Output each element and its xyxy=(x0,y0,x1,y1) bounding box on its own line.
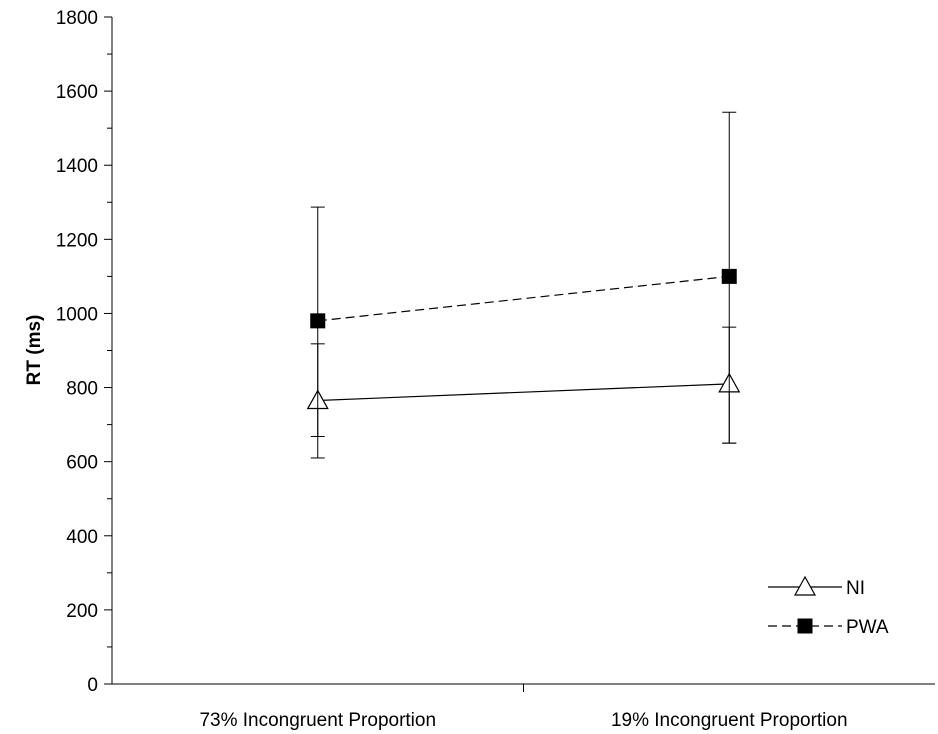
y-ticks: 0 200 400 600 800 1000 1200 1400 1600 1800 xyxy=(56,8,112,696)
x-ticks: 73% Incongruent Proportion 19% Incongruen… xyxy=(199,684,848,731)
y-tick-label: 200 xyxy=(66,601,98,622)
y-tick-label: 1800 xyxy=(56,8,98,29)
y-axis: 0 200 400 600 800 1000 1200 1400 1600 1800 xyxy=(56,8,113,696)
x-axis: 73% Incongruent Proportion 19% Incongruen… xyxy=(112,683,935,731)
x-category-label: 73% Incongruent Proportion xyxy=(199,710,436,731)
y-tick-label: 1200 xyxy=(56,230,98,251)
legend: NI PWA xyxy=(768,575,889,638)
plot-area xyxy=(306,111,741,459)
legend-item-ni: NI xyxy=(768,575,865,599)
y-axis-title: RT (ms) xyxy=(24,315,45,386)
square-marker xyxy=(721,268,737,284)
series-line xyxy=(317,275,730,322)
x-category-label: 19% Incongruent Proportion xyxy=(611,710,848,731)
legend-label: PWA xyxy=(846,617,889,638)
square-marker xyxy=(310,313,326,329)
y-tick-label: 1400 xyxy=(56,156,98,177)
y-tick-label: 1000 xyxy=(56,304,98,325)
legend-label: NI xyxy=(846,578,865,599)
y-tick-label: 0 xyxy=(87,675,98,696)
y-tick-label: 400 xyxy=(66,527,98,548)
series-line xyxy=(317,383,730,402)
series-ni xyxy=(306,326,741,459)
square-marker xyxy=(797,618,813,634)
series-pwa xyxy=(310,111,737,444)
y-tick-label: 800 xyxy=(66,379,98,400)
legend-item-pwa: PWA xyxy=(768,617,889,638)
y-tick-label: 1600 xyxy=(56,82,98,103)
triangle-marker xyxy=(793,575,817,596)
y-tick-label: 600 xyxy=(66,453,98,474)
